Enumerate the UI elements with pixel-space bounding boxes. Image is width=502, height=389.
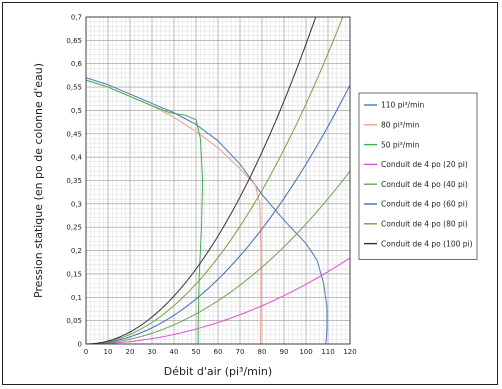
legend-entry: 80 pi³/min <box>381 121 420 130</box>
chart-svg: 0 10 20 30 40 50 60 70 80 90 100 110 120 0 0,05 0,1 0,1… <box>32 14 478 378</box>
y-tick-label: 0,7 <box>71 14 82 22</box>
y-tick-label: 0,5 <box>71 107 82 115</box>
series-line-2 <box>86 79 204 344</box>
x-tick-label: 60 <box>214 348 223 356</box>
x-tick-label: 20 <box>126 348 135 356</box>
y-tick-label: 0 <box>78 341 82 349</box>
x-tick-label: 100 <box>299 348 312 356</box>
legend-box <box>358 92 478 260</box>
x-tick-label: 120 <box>343 348 356 356</box>
grid <box>85 16 351 345</box>
y-tick-label: 0,2 <box>71 247 82 255</box>
legend-entry: Conduit de 4 po (40 pi) <box>381 180 468 189</box>
x-tick-labels: 0 10 20 30 40 50 60 70 80 90 100 110 120 <box>84 348 357 356</box>
y-tick-label: 0,6 <box>71 60 83 68</box>
legend-entry: 110 pi³/min <box>381 101 424 110</box>
x-tick-label: 10 <box>104 348 113 356</box>
plot-border <box>85 16 351 345</box>
x-tick-label: 110 <box>321 348 334 356</box>
x-tick-label: 0 <box>84 348 88 356</box>
series-line-3 <box>86 257 350 344</box>
y-axis-title: Pression statique (en po de colonne d'ea… <box>32 63 45 298</box>
legend: 110 pi³/min 80 pi³/min 50 pi³/min Conduit d… <box>358 92 478 260</box>
y-tick-labels: 0 0,05 0,1 0,15 0,2 0,25 0,3 0,35 0,4 0,45 0,5 0,55… <box>66 14 82 349</box>
series-line-6 <box>86 17 344 344</box>
x-tick-label: 70 <box>236 348 245 356</box>
legend-entry: Conduit de 4 po (80 pi) <box>381 220 468 229</box>
series-line-4 <box>86 170 350 344</box>
chart-frame: 0 10 20 30 40 50 60 70 80 90 100 110 120 0 0,05 0,1 0,1… <box>2 2 498 385</box>
y-tick-label: 0,35 <box>66 177 82 185</box>
x-tick-label: 40 <box>170 348 179 356</box>
y-tick-label: 0,3 <box>71 200 82 208</box>
y-tick-label: 0,45 <box>66 130 82 138</box>
series-line-5 <box>86 84 350 344</box>
series-line-7 <box>86 17 317 344</box>
x-tick-label: 30 <box>148 348 157 356</box>
legend-entry: Conduit de 4 po (20 pi) <box>381 160 468 169</box>
x-tick-label: 80 <box>258 348 267 356</box>
legend-entry: Conduit de 4 po (60 pi) <box>381 200 468 209</box>
y-tick-label: 0,25 <box>66 224 82 232</box>
series-line-0 <box>86 77 328 344</box>
y-tick-label: 0,55 <box>66 84 82 92</box>
y-tick-label: 0,4 <box>71 154 83 162</box>
y-tick-label: 0,65 <box>66 37 82 45</box>
x-axis-title: Débit d'air (pi³/min) <box>164 365 272 378</box>
legend-entry: Conduit de 4 po (100 pi) <box>381 239 473 248</box>
y-tick-label: 0,15 <box>66 270 82 278</box>
series-lines <box>86 17 350 344</box>
x-tick-label: 50 <box>192 348 201 356</box>
legend-entry: 50 pi³/min <box>381 140 420 149</box>
y-tick-label: 0,1 <box>71 294 82 302</box>
y-tick-label: 0,05 <box>66 317 82 325</box>
x-tick-label: 90 <box>280 348 289 356</box>
